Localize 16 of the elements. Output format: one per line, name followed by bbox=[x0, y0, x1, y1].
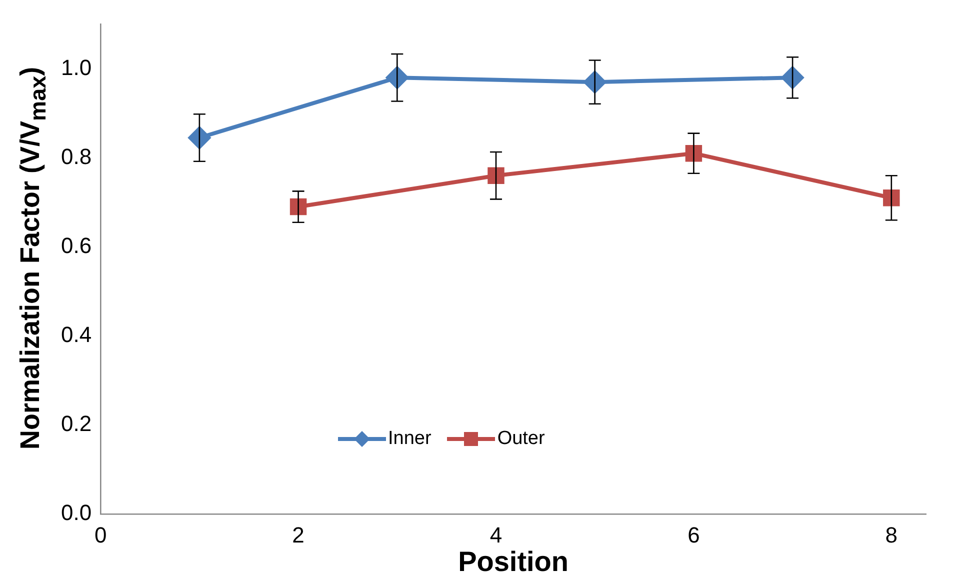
y-tick-label: 0.4 bbox=[60, 322, 92, 347]
x-tick-label: 0 bbox=[94, 522, 107, 548]
point bbox=[883, 189, 900, 206]
x-tick-label: 4 bbox=[490, 522, 502, 548]
legend-label: Outer bbox=[497, 428, 545, 450]
y-tick-label: 0.6 bbox=[60, 232, 92, 258]
x-tick-label: 8 bbox=[885, 522, 898, 548]
x-tick-label: 2 bbox=[292, 522, 304, 548]
y-tick-label: 1.0 bbox=[60, 54, 92, 80]
point bbox=[488, 167, 504, 184]
legend-label: Inner bbox=[388, 428, 432, 450]
y-tick-label: 0.0 bbox=[60, 500, 92, 526]
y-tick-label: 0.8 bbox=[60, 144, 92, 169]
y-tick-label: 0.2 bbox=[60, 411, 92, 436]
x-tick-label: 6 bbox=[688, 522, 700, 548]
x-axis-title: Position bbox=[458, 546, 569, 577]
